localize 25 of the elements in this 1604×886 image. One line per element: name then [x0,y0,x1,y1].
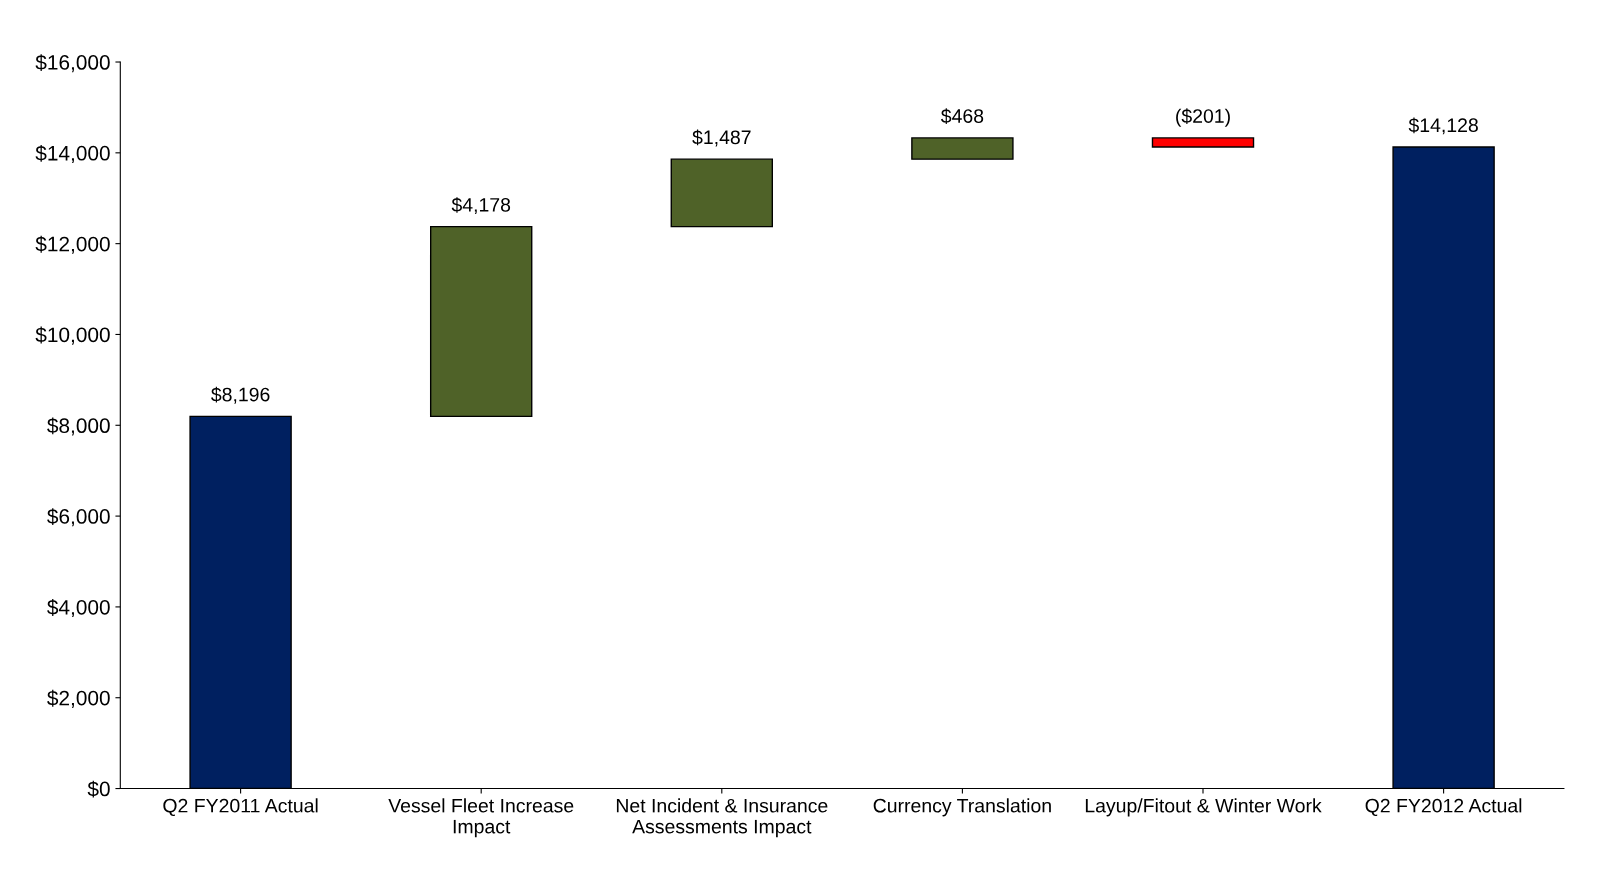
x-tick-label: Currency Translation [873,798,1051,817]
y-tick-label: $12,000 [35,235,110,254]
data-label: ($201) [1176,108,1230,127]
bar [911,137,1014,160]
data-label: $468 [940,108,984,125]
y-tick-label: $10,000 [35,326,110,345]
x-tick-label: Net Incident & Insurance Assessments Impact [616,798,828,838]
y-tick-label: $0 [87,780,110,798]
data-label: $14,128 [1408,117,1478,135]
x-tick-label: Q2 FY2011 Actual [163,798,318,817]
y-tick-label: $16,000 [35,54,110,73]
x-tick-label: Vessel Fleet Increase Impact [388,798,574,838]
y-tick-label: $8,000 [47,417,110,436]
y-tick-label: $14,000 [35,144,110,164]
data-label: $1,487 [692,129,751,147]
y-tick-label: $2,000 [47,689,110,708]
y-tick-label: $6,000 [47,508,110,527]
bar [1151,137,1255,148]
bar [670,158,774,228]
x-tick-label: Q2 FY2012 Actual [1365,798,1522,817]
bar [429,225,533,418]
y-tick-label: $4,000 [47,599,110,618]
x-tick-label: Layup/Fitout & Winter Work [1085,798,1322,817]
data-label: $8,196 [211,386,270,404]
data-label: $4,178 [451,197,511,215]
